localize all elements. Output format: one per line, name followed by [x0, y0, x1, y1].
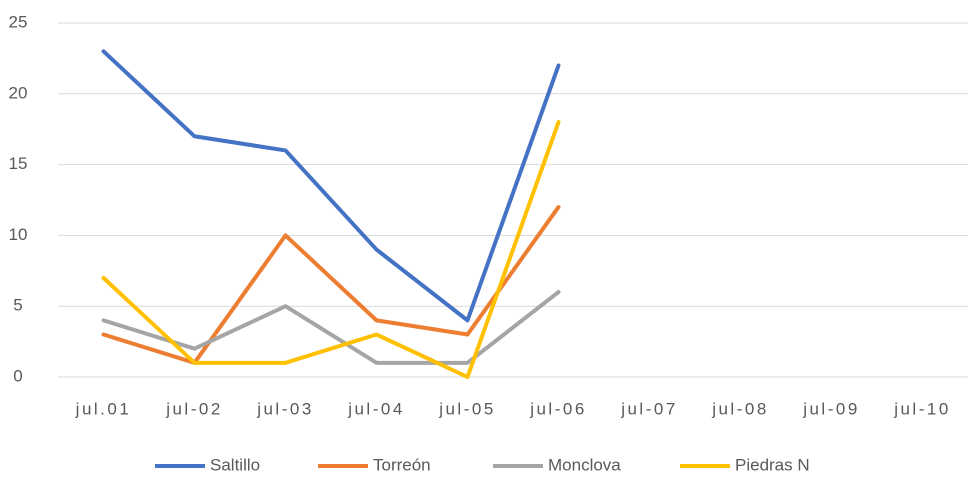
- x-tick-label: jul-03: [256, 399, 314, 418]
- series-line: [101, 120, 561, 379]
- x-tick-label: jul-09: [802, 399, 860, 418]
- x-tick-label: jul-02: [165, 399, 223, 418]
- y-tick-label: 5: [13, 296, 22, 315]
- x-tick-label: jul-05: [438, 399, 496, 418]
- y-tick-label: 10: [9, 225, 28, 244]
- y-tick-label: 25: [9, 12, 28, 31]
- x-tick-label: jul-07: [620, 399, 678, 418]
- legend-label: Saltillo: [210, 455, 260, 474]
- legend-label: Piedras N: [735, 455, 810, 474]
- x-tick-label: jul-08: [711, 399, 769, 418]
- x-tick-label: jul.01: [75, 399, 132, 418]
- series-line: [101, 49, 561, 323]
- x-tick-label: jul-04: [347, 399, 405, 418]
- y-tick-label: 15: [9, 154, 28, 173]
- legend-label: Monclova: [548, 455, 621, 474]
- x-tick-label: jul-06: [529, 399, 587, 418]
- x-tick-label: jul-10: [893, 399, 951, 418]
- legend-label: Torreón: [373, 455, 431, 474]
- y-tick-label: 20: [9, 83, 28, 102]
- series-line: [101, 205, 561, 365]
- series-line: [101, 290, 561, 365]
- y-tick-label: 0: [13, 366, 22, 385]
